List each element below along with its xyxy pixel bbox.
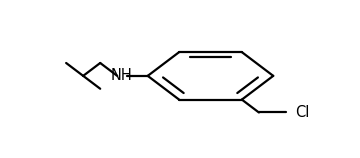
Text: NH: NH (111, 68, 133, 83)
Text: Cl: Cl (295, 105, 309, 120)
